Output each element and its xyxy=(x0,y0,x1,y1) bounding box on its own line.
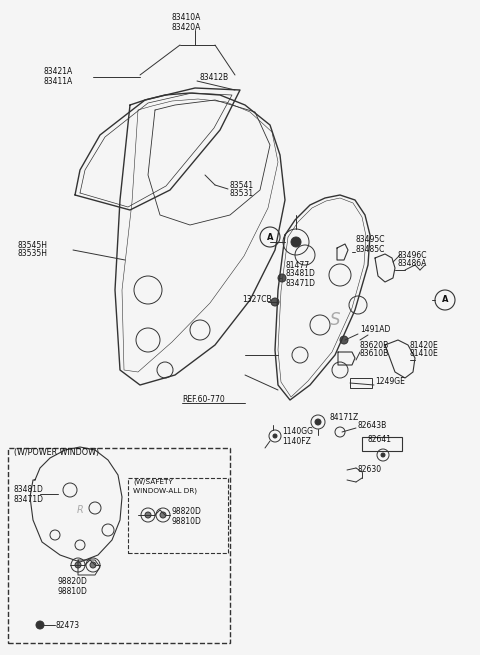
Bar xyxy=(350,378,372,388)
Text: A: A xyxy=(442,295,448,305)
Text: 1249GE: 1249GE xyxy=(375,377,405,386)
Text: A: A xyxy=(267,233,273,242)
Text: 83421A: 83421A xyxy=(43,67,72,77)
Circle shape xyxy=(381,453,385,457)
Text: 83411A: 83411A xyxy=(43,77,72,86)
Text: 98810D: 98810D xyxy=(58,586,88,595)
Circle shape xyxy=(145,512,151,518)
Circle shape xyxy=(315,419,321,425)
Text: 1491AD: 1491AD xyxy=(360,326,390,335)
Circle shape xyxy=(291,237,301,247)
Circle shape xyxy=(75,562,81,568)
Text: 83410A: 83410A xyxy=(171,14,200,22)
Text: REF.60-770: REF.60-770 xyxy=(182,396,225,405)
Text: 82641: 82641 xyxy=(368,436,392,445)
Text: 1140FZ: 1140FZ xyxy=(282,436,311,445)
Text: 83471D: 83471D xyxy=(14,495,44,504)
Text: 81477: 81477 xyxy=(285,261,309,269)
Text: 82473: 82473 xyxy=(56,622,80,631)
Text: 83471D: 83471D xyxy=(285,278,315,288)
Text: 84171Z: 84171Z xyxy=(330,413,359,422)
Text: 83486A: 83486A xyxy=(398,259,427,269)
Text: 83495C: 83495C xyxy=(355,236,384,244)
Circle shape xyxy=(271,298,279,306)
Circle shape xyxy=(273,434,277,438)
Circle shape xyxy=(340,336,348,344)
Text: 83541: 83541 xyxy=(230,181,254,189)
Text: 83412B: 83412B xyxy=(200,73,229,81)
Text: 83485C: 83485C xyxy=(355,244,384,253)
Text: 82643B: 82643B xyxy=(358,421,387,430)
Text: 98810D: 98810D xyxy=(172,517,202,525)
Text: 98820D: 98820D xyxy=(58,578,88,586)
Text: 83531: 83531 xyxy=(230,189,254,198)
Text: 82630: 82630 xyxy=(358,466,382,474)
Circle shape xyxy=(36,621,44,629)
Text: 1140GG: 1140GG xyxy=(282,428,313,436)
Text: 83620B: 83620B xyxy=(360,341,389,350)
Bar xyxy=(8,448,230,643)
Bar xyxy=(362,437,402,451)
Circle shape xyxy=(90,562,96,568)
Circle shape xyxy=(160,512,166,518)
Text: (W/SAFETY: (W/SAFETY xyxy=(133,479,173,485)
Text: 83496C: 83496C xyxy=(398,250,428,259)
Text: 83481D: 83481D xyxy=(285,269,315,278)
Text: 83610B: 83610B xyxy=(360,350,389,358)
Text: 83481D: 83481D xyxy=(14,485,44,495)
Text: 83535H: 83535H xyxy=(18,250,48,259)
Circle shape xyxy=(278,274,286,282)
Text: 83420A: 83420A xyxy=(171,22,200,31)
Text: 81420E: 81420E xyxy=(410,341,439,350)
Text: 98820D: 98820D xyxy=(172,508,202,517)
Text: S: S xyxy=(330,311,340,329)
Text: 81410E: 81410E xyxy=(410,350,439,358)
Text: (W/POWER WINDOW): (W/POWER WINDOW) xyxy=(14,449,99,457)
Text: R: R xyxy=(77,505,84,515)
Text: 1327CB: 1327CB xyxy=(242,295,272,305)
Text: WINDOW-ALL DR): WINDOW-ALL DR) xyxy=(133,488,197,495)
Text: 83545H: 83545H xyxy=(18,240,48,250)
Bar xyxy=(128,478,228,553)
